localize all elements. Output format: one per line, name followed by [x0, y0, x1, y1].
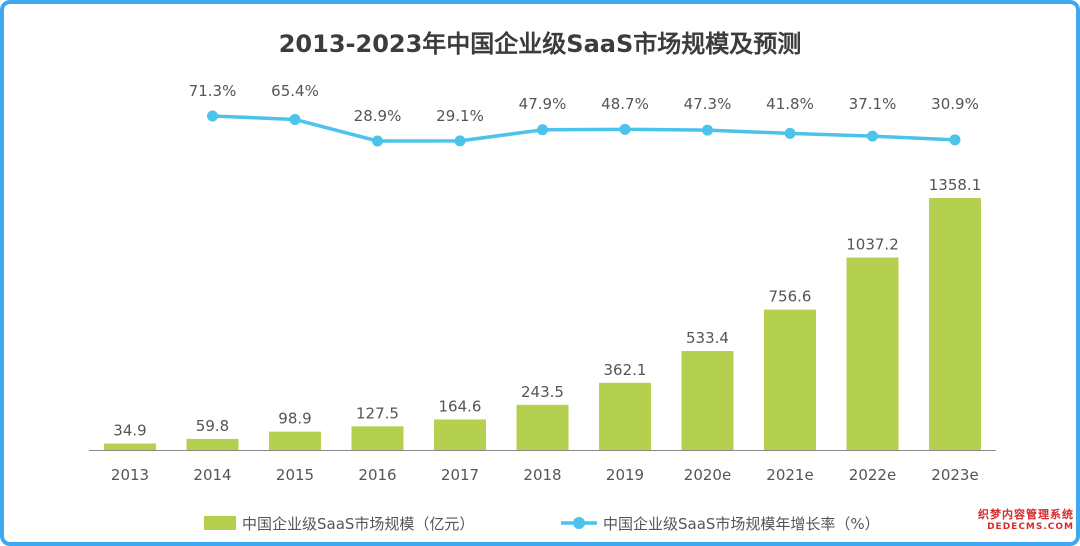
growth-point-2020e — [702, 124, 713, 136]
x-tick-2016: 2016 — [358, 466, 396, 484]
growth-label-2017: 29.1% — [436, 107, 484, 125]
bar-2019 — [599, 382, 651, 450]
bar-2021e — [764, 309, 816, 450]
growth-point-2019 — [619, 123, 631, 135]
legend-swatch-marker — [573, 517, 585, 529]
bar-label-2021e: 756.6 — [769, 288, 812, 306]
bar-2015 — [269, 431, 321, 450]
x-tick-2021e: 2021e — [766, 466, 813, 484]
x-tick-2020e: 2020e — [684, 466, 731, 484]
bar-label-2016: 127.5 — [356, 404, 399, 422]
bar-2020e — [681, 351, 734, 450]
growth-line — [212, 114, 956, 143]
legend-label-line: 中国企业级SaaS市场规模年增长率（%） — [603, 515, 880, 533]
bar-2013 — [104, 443, 156, 450]
bar-label-2023e: 1358.1 — [929, 176, 982, 194]
watermark: 织梦内容管理系统 DEDECMS.COM — [978, 506, 1074, 532]
bar-label-2019: 362.1 — [604, 361, 647, 379]
bar-label-2022e: 1037.2 — [846, 236, 899, 254]
growth-label-2019: 48.7% — [601, 95, 649, 113]
legend-swatch-bar — [204, 516, 236, 530]
bar-label-2017: 164.6 — [439, 397, 482, 415]
bar-label-2014: 59.8 — [196, 417, 229, 435]
watermark-line2: DEDECMS.COM — [987, 522, 1074, 532]
x-tick-2017: 2017 — [441, 466, 479, 484]
x-tick-2022e: 2022e — [849, 466, 896, 484]
bar-label-2015: 98.9 — [278, 410, 311, 428]
bar-2017 — [434, 419, 486, 450]
x-tick-2015: 2015 — [276, 466, 314, 484]
growth-label-2023e: 30.9% — [931, 95, 979, 113]
growth-label-2015: 65.4% — [271, 82, 319, 100]
legend-label-bar: 中国企业级SaaS市场规模（亿元） — [242, 515, 474, 533]
chart-title: 2013-2023年中国企业级SaaS市场规模及预测 — [278, 30, 802, 58]
growth-label-2020e: 47.3% — [684, 95, 732, 113]
bar-2014 — [186, 438, 239, 450]
growth-label-2016: 28.9% — [354, 107, 402, 125]
growth-point-2015 — [289, 113, 301, 125]
growth-label-2018: 47.9% — [519, 95, 567, 113]
bar-label-2013: 34.9 — [113, 422, 146, 440]
x-tick-2019: 2019 — [606, 466, 644, 484]
growth-point-2016 — [372, 135, 383, 147]
bar-2016 — [351, 426, 404, 450]
watermark-line1: 织梦内容管理系统 — [978, 508, 1074, 521]
bar-2023e — [929, 198, 981, 450]
growth-point-2018 — [537, 124, 548, 136]
growth-label-2021e: 41.8% — [766, 95, 814, 113]
bar-label-2020e: 533.4 — [686, 329, 729, 347]
bar-2018 — [516, 404, 569, 450]
bar-label-2018: 243.5 — [521, 383, 564, 401]
growth-point-2017 — [454, 135, 466, 147]
x-tick-2023e: 2023e — [931, 466, 978, 484]
growth-label-2014: 71.3% — [189, 82, 237, 100]
growth-point-2021e — [784, 127, 796, 139]
x-tick-2013: 2013 — [111, 466, 149, 484]
x-tick-2014: 2014 — [193, 466, 231, 484]
growth-point-2014 — [207, 110, 218, 122]
bar-2022e — [846, 257, 899, 450]
growth-label-2022e: 37.1% — [849, 95, 897, 113]
growth-point-2022e — [867, 130, 878, 142]
x-tick-2018: 2018 — [523, 466, 561, 484]
growth-point-2023e — [949, 134, 961, 146]
